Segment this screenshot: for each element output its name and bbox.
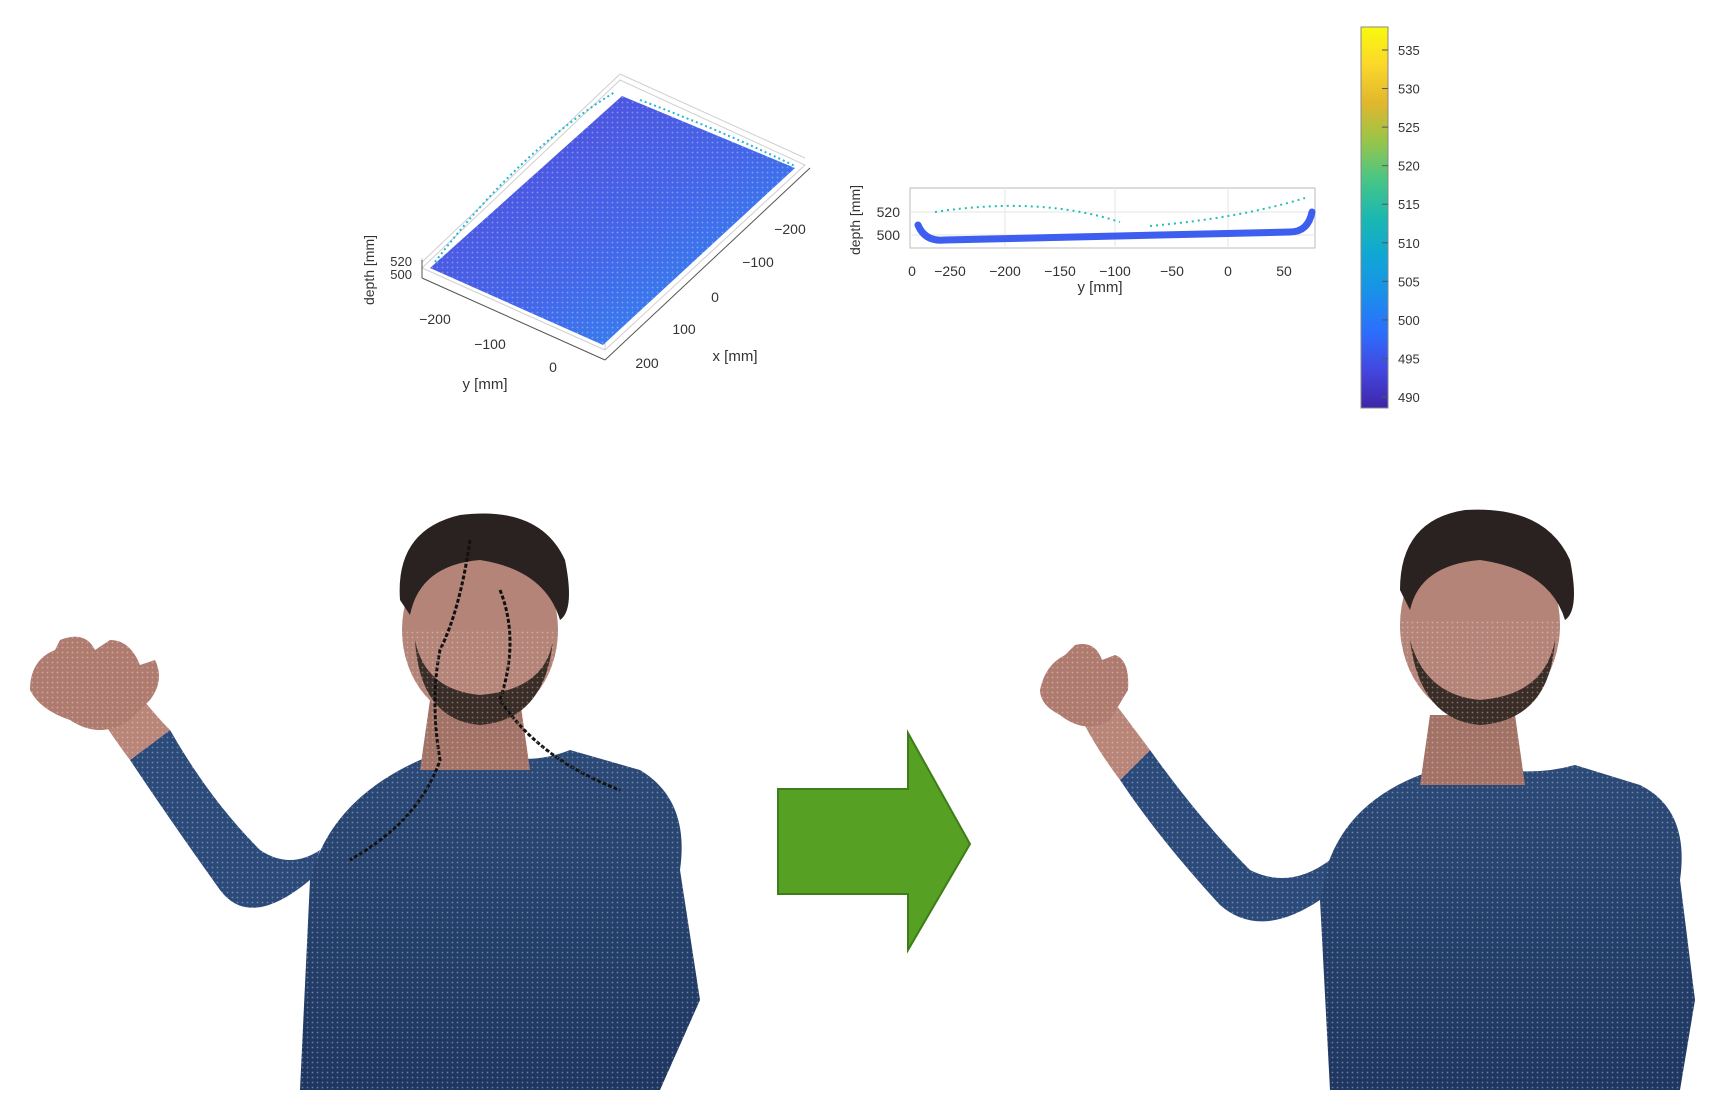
side-x-tick: 0: [908, 263, 916, 279]
person-before: [20, 513, 720, 1090]
colorbar-gradient: [1360, 26, 1389, 409]
side-x-tick: −200: [989, 263, 1021, 279]
person-after-dot-texture: [1030, 620, 1710, 1090]
plot-side-points: [914, 208, 1316, 244]
plot-3d-edge-points: [434, 91, 796, 263]
y-axis-label: y [mm]: [463, 376, 508, 393]
x-tick-label: 200: [635, 355, 659, 371]
colorbar-tick-label: 520: [1398, 159, 1420, 174]
right-arrow-icon: [777, 729, 972, 954]
y-tick-label: −200: [419, 311, 451, 327]
colorbar: 535 530 525 520 515 510 505 500 495 490: [1360, 26, 1420, 409]
y-tick-label: 0: [549, 359, 557, 375]
colorbar-tick-label: 495: [1398, 351, 1420, 366]
colorbar-tick-label: 535: [1398, 43, 1420, 58]
side-x-tick: −50: [1160, 263, 1184, 279]
colorbar-tick-label: 515: [1398, 197, 1420, 212]
colorbar-ticks: 535 530 525 520 515 510 505 500 495 490: [1382, 43, 1420, 405]
plot-3d: 520 500 depth [mm] −200 −100 0 y [mm] −2…: [361, 73, 811, 393]
plot-3d-surface-dots: [430, 96, 795, 345]
side-x-tick: 50: [1276, 263, 1292, 279]
side-x-tick: −150: [1044, 263, 1076, 279]
z-axis-label: depth [mm]: [361, 235, 377, 305]
person-before-hair: [399, 513, 569, 620]
plot-3d-box: [421, 73, 806, 351]
colorbar-tick-label: 500: [1398, 313, 1420, 328]
side-x-label: y [mm]: [1078, 279, 1123, 296]
side-y-tick: 500: [877, 227, 901, 243]
plot-3d-x-axis: −200 −100 0 100 200 x [mm]: [604, 167, 811, 371]
y-tick-label: −100: [474, 336, 506, 352]
x-tick-label: −100: [742, 254, 774, 270]
colorbar-tick-label: 505: [1398, 274, 1420, 289]
z-tick-label: 500: [390, 267, 412, 282]
colorbar-tick-label: 525: [1398, 120, 1420, 135]
side-y-tick: 520: [877, 204, 901, 220]
z-tick-label: 520: [390, 254, 412, 269]
plot-3d-z-axis: 520 500 depth [mm]: [361, 235, 423, 305]
side-x-tick: −100: [1099, 263, 1131, 279]
plot-side: 520 500 depth [mm] 0 −250 −200 −150 −100…: [847, 185, 1316, 296]
plot-side-scatter: [934, 197, 1306, 227]
side-x-tick: 0: [1224, 263, 1232, 279]
colorbar-tick-label: 510: [1398, 236, 1420, 251]
side-x-tick: −250: [934, 263, 966, 279]
plot-3d-y-axis: −200 −100 0 y [mm]: [419, 277, 606, 393]
person-before-dot-texture: [20, 630, 720, 1090]
person-after-hair: [1400, 509, 1574, 620]
x-tick-label: 100: [672, 321, 696, 337]
colorbar-tick-label: 490: [1398, 390, 1420, 405]
x-tick-label: −200: [774, 221, 806, 237]
x-tick-label: 0: [711, 289, 719, 305]
person-after: [1030, 509, 1710, 1090]
colorbar-tick-label: 530: [1398, 82, 1420, 97]
x-axis-label: x [mm]: [713, 348, 758, 365]
side-y-label: depth [mm]: [847, 185, 863, 255]
